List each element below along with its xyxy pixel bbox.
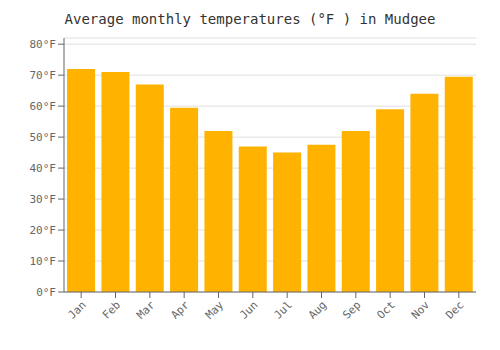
svg-text:Dec: Dec [443, 298, 466, 321]
svg-text:10°F: 10°F [30, 255, 57, 268]
svg-text:Apr: Apr [169, 298, 193, 322]
html-text:Average monthly temperatures (: Average monthly temperatures (°F ) in Mu… [64, 11, 436, 27]
svg-text:Aug: Aug [306, 298, 329, 321]
svg-text:Oct: Oct [375, 298, 398, 321]
svg-text:70°F: 70°F [30, 69, 57, 82]
svg-text:May: May [203, 298, 227, 322]
svg-text:0°F: 0°F [36, 286, 56, 299]
svg-text:50°F: 50°F [30, 131, 57, 144]
svg-text:30°F: 30°F [30, 193, 57, 206]
svg-text:Sep: Sep [340, 298, 363, 321]
svg-text:Jan: Jan [66, 298, 89, 321]
svg-text:Feb: Feb [100, 298, 123, 321]
svg-text:Nov: Nov [409, 298, 433, 322]
svg-text:20°F: 20°F [30, 224, 57, 237]
svg-text:80°F: 80°F [30, 38, 57, 51]
svg-text:40°F: 40°F [30, 162, 57, 175]
svg-text:Jul: Jul [272, 298, 295, 321]
svg-text:60°F: 60°F [30, 100, 57, 113]
svg-text:Jun: Jun [237, 298, 260, 321]
svg-text:Mar: Mar [134, 298, 158, 322]
